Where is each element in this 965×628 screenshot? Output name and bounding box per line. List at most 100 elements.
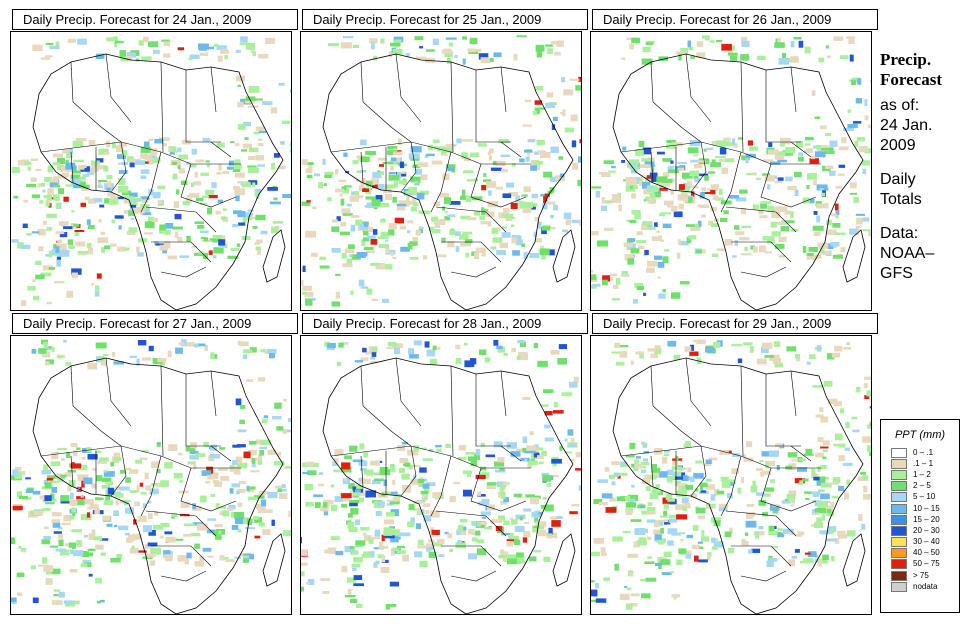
country-border — [740, 365, 744, 457]
country-border — [70, 61, 122, 143]
legend-swatch — [891, 469, 907, 480]
country-border — [210, 66, 217, 113]
island-outline — [842, 533, 866, 587]
country-border — [140, 151, 162, 213]
country-border — [140, 455, 162, 517]
continent-outline — [322, 357, 574, 614]
legend-swatch — [891, 458, 907, 469]
data-source-2: NOAA– — [880, 245, 935, 262]
country-border — [160, 61, 164, 153]
country-border — [185, 70, 221, 143]
legend-item: > 75 — [881, 570, 959, 581]
island-outline — [552, 229, 576, 283]
legend-swatch — [891, 481, 907, 492]
country-border — [470, 163, 527, 208]
legend-item: 50 – 75 — [881, 559, 959, 570]
country-border — [210, 141, 232, 158]
legend-label: 5 – 10 — [913, 492, 936, 502]
legend-swatch — [891, 514, 907, 525]
forecast-panel-25jan: Daily Precip. Forecast for 25 Jan., 2009 — [300, 9, 588, 311]
island-outline — [552, 533, 576, 587]
country-border — [151, 545, 212, 567]
country-border — [725, 206, 797, 233]
legend-title: PPT (mm) — [894, 429, 946, 441]
legend-label: 1 – 2 — [913, 469, 931, 479]
country-border — [731, 241, 792, 263]
panel-title: Daily Precip. Forecast for 26 Jan., 2009 — [592, 9, 878, 30]
country-border — [765, 374, 801, 447]
country-border — [650, 455, 654, 487]
country-border — [740, 61, 744, 153]
legend-label: 10 – 15 — [913, 503, 940, 513]
country-border — [450, 61, 454, 153]
country-border — [500, 141, 522, 158]
precip-map — [590, 31, 872, 311]
country-border — [790, 141, 812, 158]
country-border — [790, 66, 797, 113]
country-border — [740, 570, 787, 582]
country-border — [720, 455, 742, 517]
country-border — [180, 467, 237, 512]
legend-label: 0 – .1 — [913, 447, 934, 457]
asof-2: 24 Jan. — [880, 117, 933, 134]
legend-swatch — [891, 525, 907, 536]
legend-swatch — [891, 503, 907, 514]
country-border — [40, 445, 241, 469]
country-border — [330, 445, 531, 469]
country-border — [470, 467, 527, 512]
legend-label: 50 – 75 — [913, 559, 940, 569]
country-border — [70, 455, 74, 487]
legend-label: 40 – 50 — [913, 548, 940, 558]
country-border — [330, 141, 531, 165]
country-border — [450, 570, 497, 582]
legend-item: 0 – .1 — [881, 447, 959, 458]
legend-label: 30 – 40 — [913, 537, 940, 547]
forecast-panel-26jan: Daily Precip. Forecast for 26 Jan., 2009 — [590, 9, 878, 311]
country-border — [105, 357, 132, 427]
panel-title: Daily Precip. Forecast for 29 Jan., 2009 — [592, 313, 878, 334]
country-border — [110, 445, 127, 497]
legend-label: 15 – 20 — [913, 514, 940, 524]
legend-item: .1 – 1 — [881, 458, 959, 469]
forecast-panel-27jan: Daily Precip. Forecast for 27 Jan., 2009 — [10, 313, 298, 615]
continent-outline — [612, 53, 864, 310]
legend-item: 15 – 20 — [881, 514, 959, 525]
precip-map — [300, 335, 582, 615]
legend-item: 10 – 15 — [881, 503, 959, 514]
continent-outline — [322, 53, 574, 310]
country-border — [650, 365, 702, 447]
country-border — [360, 61, 412, 143]
island-outline — [262, 533, 286, 587]
legend-label: nodata — [913, 581, 938, 591]
legend-label: 2 – 5 — [913, 481, 931, 491]
country-border — [441, 545, 502, 567]
country-border — [790, 445, 812, 462]
panel-title: Daily Precip. Forecast for 25 Jan., 2009 — [302, 9, 588, 30]
country-border — [725, 510, 797, 537]
country-border — [430, 151, 452, 213]
legend-label: > 75 — [913, 570, 929, 580]
precip-map — [10, 31, 292, 311]
legend-swatch — [891, 570, 907, 581]
side-heading-1: Precip. — [880, 50, 932, 69]
forecast-panel-28jan: Daily Precip. Forecast for 28 Jan., 2009 — [300, 313, 588, 615]
country-border — [105, 53, 132, 123]
country-border — [690, 141, 707, 193]
legend-item: 5 – 10 — [881, 492, 959, 503]
country-border — [145, 510, 217, 537]
asof-3: 2009 — [880, 137, 916, 154]
legend-swatch — [891, 537, 907, 548]
country-border — [435, 206, 507, 233]
panel-title: Daily Precip. Forecast for 27 Jan., 2009 — [12, 313, 298, 334]
continent-outline — [32, 357, 284, 614]
country-border — [500, 445, 522, 462]
country-border — [210, 445, 232, 462]
country-border — [70, 151, 74, 183]
panel-title: Daily Precip. Forecast for 28 Jan., 2009 — [302, 313, 588, 334]
country-border — [475, 70, 511, 143]
legend-swatch — [891, 559, 907, 570]
country-border — [685, 53, 712, 123]
country-border — [110, 141, 127, 193]
precip-map — [590, 335, 872, 615]
